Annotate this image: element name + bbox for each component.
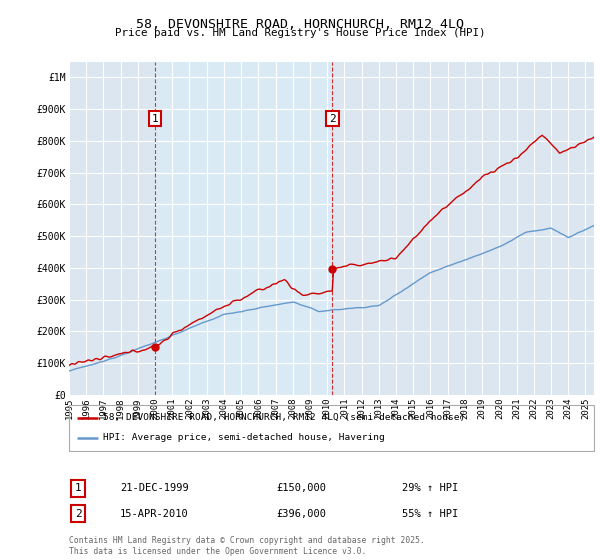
- Text: £396,000: £396,000: [276, 508, 326, 519]
- Text: 58, DEVONSHIRE ROAD, HORNCHURCH, RM12 4LQ (semi-detached house): 58, DEVONSHIRE ROAD, HORNCHURCH, RM12 4L…: [103, 413, 466, 422]
- Text: 55% ↑ HPI: 55% ↑ HPI: [402, 508, 458, 519]
- Text: 15-APR-2010: 15-APR-2010: [120, 508, 189, 519]
- Text: £150,000: £150,000: [276, 483, 326, 493]
- Text: 21-DEC-1999: 21-DEC-1999: [120, 483, 189, 493]
- Text: 58, DEVONSHIRE ROAD, HORNCHURCH, RM12 4LQ: 58, DEVONSHIRE ROAD, HORNCHURCH, RM12 4L…: [136, 18, 464, 31]
- Text: 2: 2: [329, 114, 336, 124]
- Text: 29% ↑ HPI: 29% ↑ HPI: [402, 483, 458, 493]
- Text: Contains HM Land Registry data © Crown copyright and database right 2025.
This d: Contains HM Land Registry data © Crown c…: [69, 536, 425, 556]
- Text: Price paid vs. HM Land Registry's House Price Index (HPI): Price paid vs. HM Land Registry's House …: [115, 28, 485, 38]
- Bar: [155, 62, 332, 395]
- Text: HPI: Average price, semi-detached house, Havering: HPI: Average price, semi-detached house,…: [103, 433, 385, 442]
- Text: 2: 2: [74, 508, 82, 519]
- Text: 1: 1: [74, 483, 82, 493]
- Text: 1: 1: [152, 114, 158, 124]
